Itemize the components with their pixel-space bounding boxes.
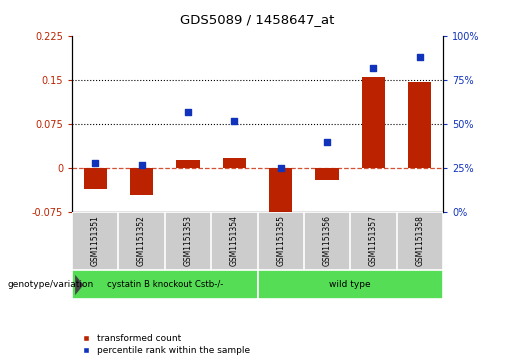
Bar xyxy=(408,82,431,168)
Point xyxy=(323,139,331,145)
Bar xyxy=(176,160,199,168)
Point xyxy=(230,118,238,124)
Bar xyxy=(84,168,107,189)
Bar xyxy=(258,270,443,299)
Text: GSM1151355: GSM1151355 xyxy=(276,215,285,266)
Point xyxy=(184,109,192,115)
Polygon shape xyxy=(75,275,83,295)
Bar xyxy=(269,168,293,224)
Point xyxy=(138,162,146,168)
Text: GDS5089 / 1458647_at: GDS5089 / 1458647_at xyxy=(180,13,335,26)
Text: GSM1151351: GSM1151351 xyxy=(91,215,100,266)
Bar xyxy=(362,77,385,168)
Text: wild type: wild type xyxy=(330,281,371,289)
Text: GSM1151358: GSM1151358 xyxy=(415,215,424,266)
Point xyxy=(369,65,377,71)
Bar xyxy=(222,158,246,168)
Point xyxy=(277,166,285,171)
Text: GSM1151357: GSM1151357 xyxy=(369,215,378,266)
Text: genotype/variation: genotype/variation xyxy=(8,281,94,289)
Point xyxy=(91,160,99,166)
Text: cystatin B knockout Cstb-/-: cystatin B knockout Cstb-/- xyxy=(107,281,223,289)
Text: GSM1151353: GSM1151353 xyxy=(183,215,193,266)
Bar xyxy=(130,168,153,195)
Text: GSM1151352: GSM1151352 xyxy=(137,215,146,266)
Text: GSM1151356: GSM1151356 xyxy=(322,215,332,266)
Point xyxy=(416,54,424,60)
Legend: transformed count, percentile rank within the sample: transformed count, percentile rank withi… xyxy=(77,334,250,355)
Bar xyxy=(315,168,338,180)
Text: GSM1151354: GSM1151354 xyxy=(230,215,239,266)
Bar xyxy=(72,270,258,299)
